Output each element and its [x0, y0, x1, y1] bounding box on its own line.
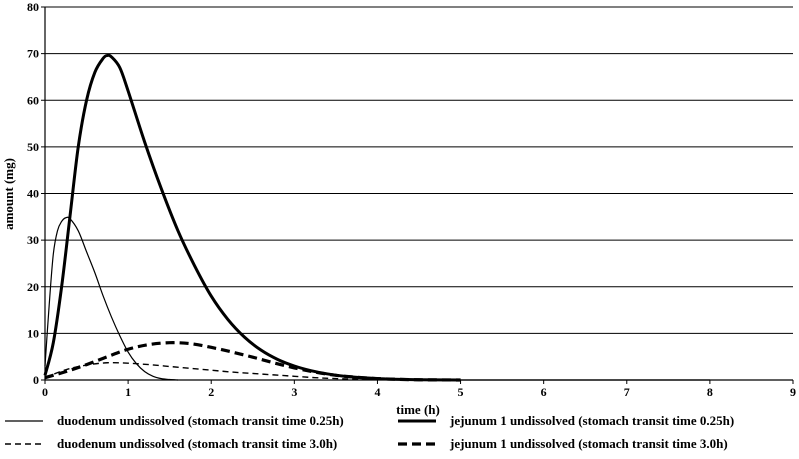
y-tick-label-7: 70 — [27, 47, 39, 61]
chart-axes — [41, 6, 794, 384]
y-tick-label-8: 80 — [27, 0, 39, 14]
series-line-1 — [43, 53, 461, 382]
x-tick-label-3: 3 — [291, 385, 297, 399]
x-tick-label-4: 4 — [374, 385, 380, 399]
x-tick-label-7: 7 — [624, 385, 630, 399]
y-tick-label-0: 0 — [33, 373, 39, 387]
x-tick-label-9: 9 — [790, 385, 796, 399]
legend-label-0: duodenum undissolved (stomach transit ti… — [57, 413, 344, 428]
y-tick-label-2: 20 — [27, 280, 39, 294]
x-tick-label-6: 6 — [541, 385, 547, 399]
x-tick-label-1: 1 — [125, 385, 131, 399]
tick-labels: 0 1 2 3 4 5 6 7 8 9 0 10 20 30 40 50 60 70 80 — [27, 0, 796, 399]
legend: duodenum undissolved (stomach transit ti… — [5, 413, 734, 451]
legend-label-2: duodenum undissolved (stomach transit ti… — [57, 436, 337, 451]
series-line-3 — [44, 341, 461, 382]
series-line-2 — [44, 361, 461, 381]
x-tick-label-2: 2 — [208, 385, 214, 399]
x-axis-title: time (h) — [396, 402, 440, 417]
y-tick-label-1: 10 — [27, 326, 39, 340]
y-tick-label-4: 40 — [27, 187, 39, 201]
series-line-0 — [44, 216, 179, 381]
legend-label-3: jejunum 1 undissolved (stomach transit t… — [449, 436, 728, 451]
y-tick-label-6: 60 — [27, 93, 39, 107]
legend-label-1: jejunum 1 undissolved (stomach transit t… — [449, 413, 734, 428]
x-tick-label-0: 0 — [42, 385, 48, 399]
x-tick-label-5: 5 — [458, 385, 464, 399]
x-tick-label-8: 8 — [707, 385, 713, 399]
y-tick-label-5: 50 — [27, 140, 39, 154]
y-tick-label-3: 30 — [27, 233, 39, 247]
chart-series — [43, 53, 710, 382]
y-axis-title: amount (mg) — [1, 158, 16, 230]
grid-lines — [45, 6, 793, 381]
